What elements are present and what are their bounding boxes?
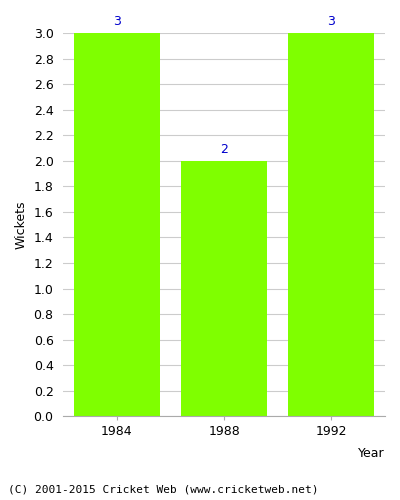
Y-axis label: Wickets: Wickets xyxy=(15,200,28,249)
Bar xyxy=(74,33,160,416)
Text: 3: 3 xyxy=(113,15,121,28)
Text: 2: 2 xyxy=(220,142,228,156)
Bar xyxy=(288,33,374,416)
Bar xyxy=(181,161,267,416)
Text: 3: 3 xyxy=(328,15,335,28)
Text: Year: Year xyxy=(358,447,385,460)
Text: (C) 2001-2015 Cricket Web (www.cricketweb.net): (C) 2001-2015 Cricket Web (www.cricketwe… xyxy=(8,485,318,495)
